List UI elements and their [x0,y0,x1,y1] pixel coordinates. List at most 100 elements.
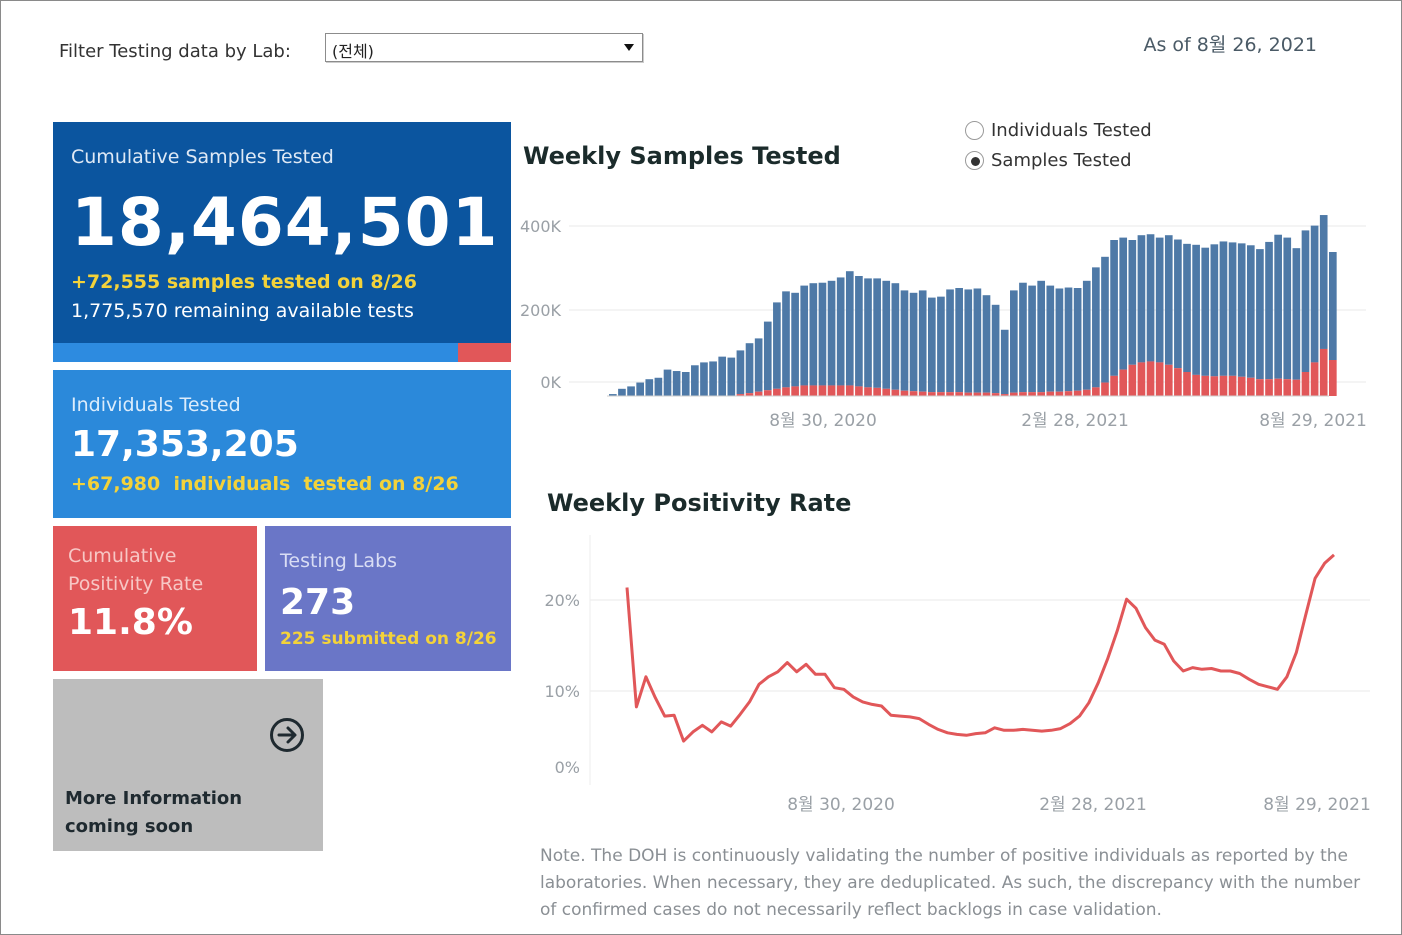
bar-samples [1283,237,1292,380]
bar-positive [864,387,872,396]
bar-positive [782,387,790,396]
bar-samples [627,386,635,396]
bar-positive [1082,389,1091,396]
card-label: Cumulative Positivity Rate [68,545,204,595]
bar-samples [1210,244,1219,377]
y-tick-label: 400K [520,217,562,236]
bar-samples [773,302,781,389]
bar-positive [827,385,836,396]
bar-positive [1119,369,1128,396]
bar-samples [691,365,699,396]
as-of-date: As of 8월 26, 2021 [1143,34,1317,56]
bar-samples [654,377,663,396]
y-tick-label: 10% [544,682,580,701]
bar-samples [709,361,717,396]
bar-positive [1092,387,1100,396]
bar-positive [1128,364,1137,396]
testing-labs-card: Testing Labs 273 225 submitted on 8/26 [265,526,511,671]
bar-positive [973,392,982,396]
radio-label: Samples Tested [991,150,1132,171]
bar-samples [909,292,918,392]
bar-samples [864,278,872,388]
bar-samples [663,369,672,396]
bar-positive [1301,372,1310,396]
labs-delta: 225 submitted on 8/26 [280,629,497,649]
bar-samples [1201,247,1210,376]
bar-samples [782,291,790,388]
y-tick-label: 0K [540,373,561,392]
bar-positive [1037,392,1046,396]
bar-positive [946,392,954,396]
bar-positive [1310,362,1319,396]
x-tick-label: 8월 29, 2021 [1263,795,1371,815]
bar-positive [763,390,772,396]
bar-samples [1082,280,1091,390]
radio-unselected-icon[interactable] [965,121,984,140]
progress-fill [53,343,459,362]
bar-samples [891,283,900,390]
bar-samples [1037,280,1046,393]
available-tests-progress-bar [53,343,511,362]
radio-label: Individuals Tested [991,120,1152,141]
bar-positive [882,388,891,396]
bar-samples [1329,252,1337,360]
bar-positive [1183,372,1191,396]
bar-samples [1019,282,1027,393]
more-information-card[interactable]: More Information coming soon [53,679,323,851]
weekly-samples-chart: 400K 200K 0K 8월 30, 2020 2월 28, 2021 8월 29, 2… [520,215,1367,431]
radio-selected-icon[interactable] [965,151,984,170]
weekly-positivity-chart: 20% 10% 0% 8월 30, 2020 2월 28, 2021 8월 29, 202… [544,535,1371,815]
bar-samples [681,372,690,396]
bar-samples [718,356,727,396]
bar-positive [891,389,900,396]
bar-samples [836,277,845,386]
lab-filter-dropdown[interactable]: (전체) [325,33,643,62]
bar-positive [1219,375,1228,396]
bar-samples [900,290,909,391]
bar-positive [991,393,1000,396]
bar-samples [982,295,991,393]
bar-positive [1192,374,1200,396]
bar-positive [855,386,863,396]
weekly-samples-title: Weekly Samples Tested [523,142,841,170]
bar-samples [672,371,681,396]
bar-samples [1137,235,1146,363]
bar-positive [918,391,927,396]
bar-positive [1228,375,1237,396]
bar-samples [800,285,809,386]
bar-samples [918,290,927,392]
bar-positive [736,394,745,396]
bar-positive [1046,391,1055,396]
card-label: Cumulative Samples Tested [71,146,334,168]
bar-samples [1301,230,1310,372]
bar-positive [955,392,963,396]
bar-samples [873,278,881,388]
bar-positive [773,388,781,396]
bar-samples [1073,288,1082,391]
arrow-circle-right-icon[interactable] [269,717,305,753]
x-tick-label: 8월 30, 2020 [769,411,877,431]
bar-samples [845,271,854,386]
bar-positive [800,385,809,396]
bar-positive [1146,361,1155,396]
bar-positive [964,392,973,396]
bar-positive [1110,375,1118,396]
bar-samples [855,276,863,387]
bar-samples [1146,234,1155,362]
bar-samples [636,382,644,396]
bar-positive [845,385,854,396]
bar-positive [900,390,909,396]
bar-samples [1246,245,1255,378]
bar-samples [1101,256,1109,383]
testing-labs-value: 273 [280,582,356,623]
x-tick-label: 2월 28, 2021 [1039,795,1147,815]
bar-samples [754,338,763,392]
x-tick-label: 2월 28, 2021 [1021,411,1129,431]
bar-positive [1246,377,1255,396]
bar-samples [809,283,818,386]
bar-positive [818,385,827,396]
bar-positive [1019,392,1027,396]
cumulative-samples-value: 18,464,501 [71,184,499,261]
bar-samples [791,292,799,387]
bar-positive [1064,391,1073,396]
